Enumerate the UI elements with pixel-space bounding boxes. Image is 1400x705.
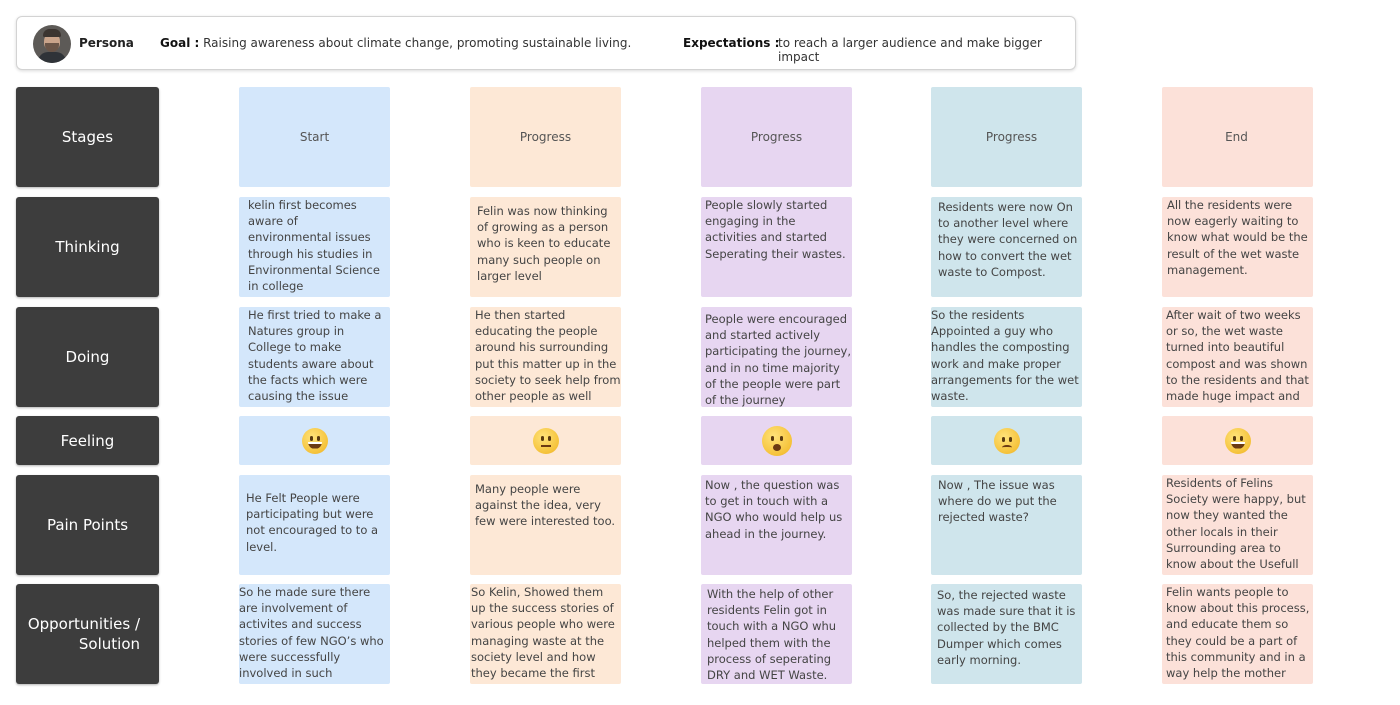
row-label-doing: Doing [16, 307, 159, 407]
expectations-text: to reach a larger audience and make bigg… [778, 36, 1042, 64]
pain-points-card: Many people were against the idea, very … [470, 475, 621, 575]
row-label-stages: Stages [16, 87, 159, 187]
doing-card: People were encouraged and started activ… [701, 307, 852, 407]
stage-card: End [1162, 87, 1313, 187]
doing-card: He first tried to make a Natures group i… [239, 307, 390, 407]
thinking-card: Residents were now On to another level w… [931, 197, 1082, 297]
pain-points-card: Residents of Felins Society were happy, … [1162, 475, 1313, 575]
worried-face-icon [993, 427, 1020, 454]
feeling-card [1162, 416, 1313, 465]
grinning-face-icon [301, 427, 328, 454]
thinking-card: kelin first becomes aware of environment… [239, 197, 390, 297]
stage-card: Start [239, 87, 390, 187]
opportunities-card: Felin wants people to know about this pr… [1162, 584, 1313, 684]
row-label-opportunities-line2: Solution [78, 635, 140, 653]
hushed-face-icon [761, 425, 792, 456]
stage-card: Progress [931, 87, 1082, 187]
avatar [33, 25, 71, 63]
persona-label: Persona [79, 36, 134, 50]
doing-card: After wait of two weeks or so, the wet w… [1162, 307, 1313, 407]
feeling-card [931, 416, 1082, 465]
feeling-card [701, 416, 852, 465]
goal-label: Goal : [160, 36, 200, 50]
stage-card: Progress [470, 87, 621, 187]
opportunities-card: So he made sure there are involvement of… [239, 584, 390, 684]
doing-card: So the residents Appointed a guy who han… [931, 307, 1082, 407]
opportunities-card: So, the rejected waste was made sure tha… [931, 584, 1082, 684]
thinking-card: All the residents were now eagerly waiti… [1162, 197, 1313, 297]
stage-card: Progress [701, 87, 852, 187]
pain-points-card: Now , the question was to get in touch w… [701, 475, 852, 575]
neutral-face-icon [532, 427, 559, 454]
expectations-label: Expectations : [683, 36, 780, 50]
goal: Goal : Raising awareness about climate c… [160, 36, 631, 50]
thinking-card: Felin was now thinking of growing as a p… [470, 197, 621, 297]
row-label-opportunities: Opportunities / Solution [16, 584, 159, 684]
feeling-card [470, 416, 621, 465]
opportunities-card: So Kelin, Showed them up the success sto… [470, 584, 621, 684]
pain-points-card: Now , The issue was where do we put the … [931, 475, 1082, 575]
feeling-card [239, 416, 390, 465]
thinking-card: People slowly started engaging in the ac… [701, 197, 852, 297]
pain-points-card: He Felt People were participating but we… [239, 475, 390, 575]
goal-text: Raising awareness about climate change, … [203, 36, 632, 50]
opportunities-card: With the help of other residents Felin g… [701, 584, 852, 684]
persona-bar: Persona Goal : Raising awareness about c… [16, 16, 1076, 70]
row-label-pain-points: Pain Points [16, 475, 159, 575]
row-label-feeling: Feeling [16, 416, 159, 465]
doing-card: He then started educating the people aro… [470, 307, 621, 407]
grinning-face-icon [1224, 427, 1251, 454]
row-label-opportunities-line1: Opportunities / [27, 615, 140, 633]
row-label-thinking: Thinking [16, 197, 159, 297]
